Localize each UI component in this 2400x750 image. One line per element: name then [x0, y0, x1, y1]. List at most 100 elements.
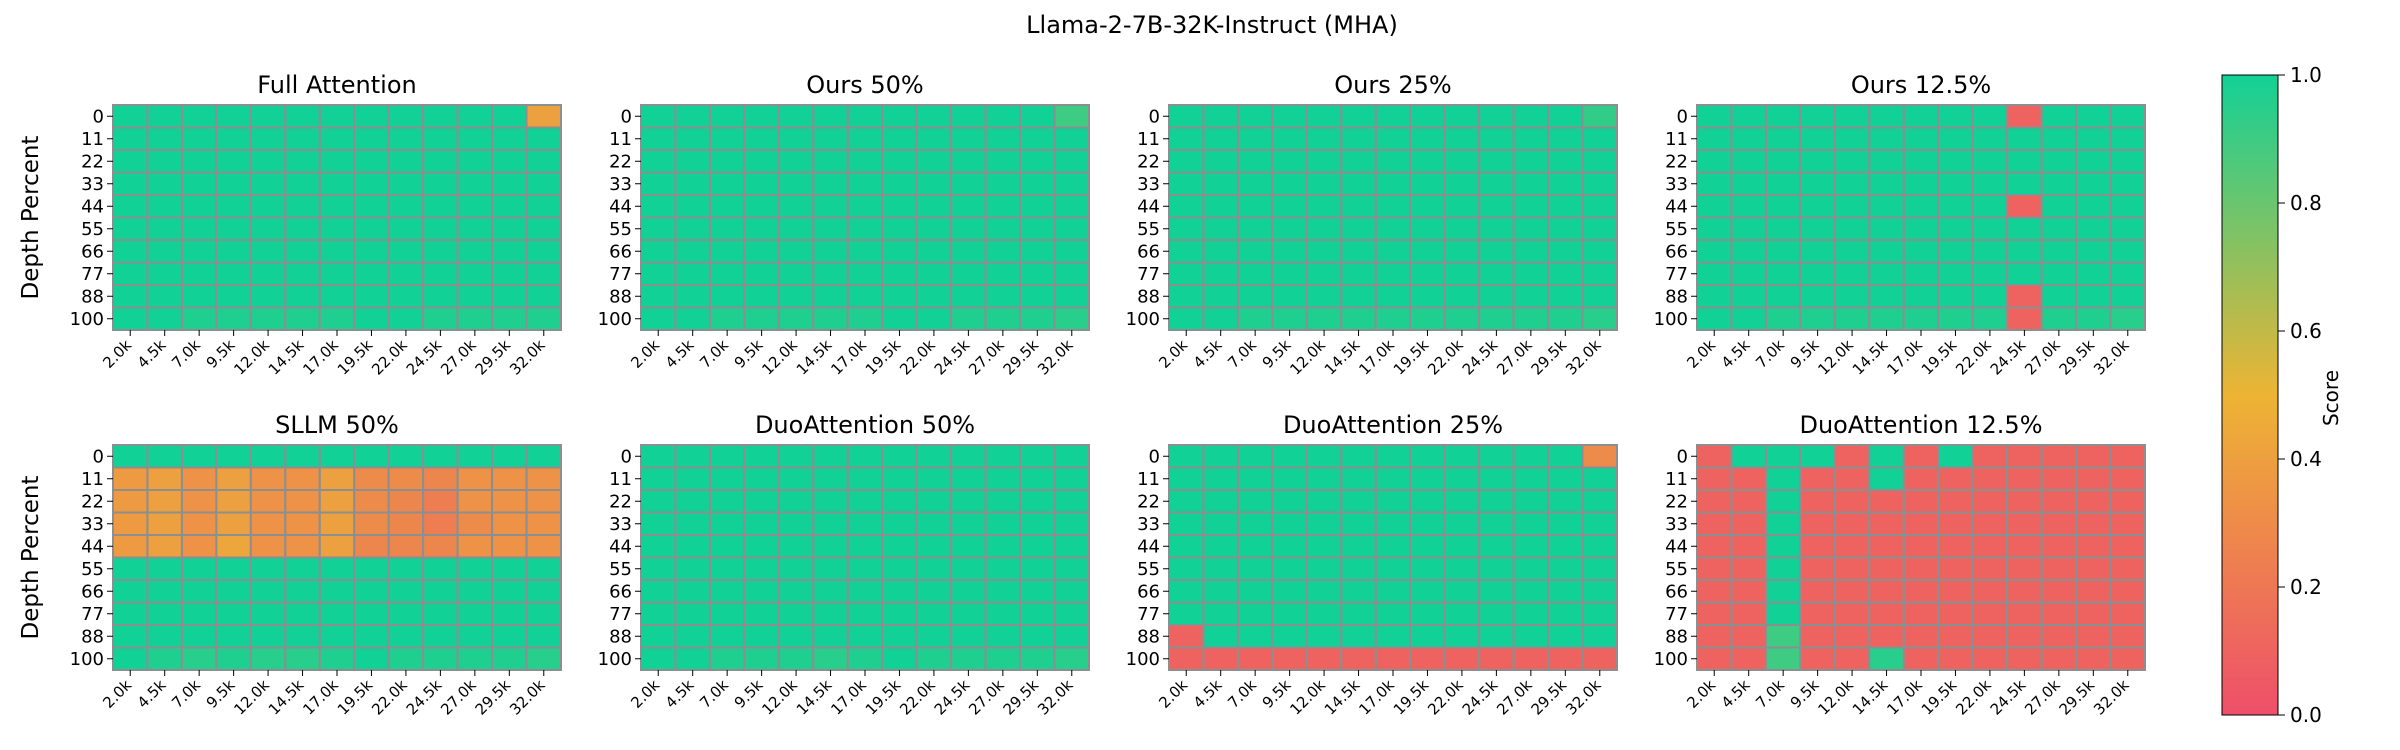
x-tick-label: 27.0k	[437, 336, 480, 379]
heatmap-cell	[491, 489, 528, 514]
heatmap-cell	[984, 624, 1022, 649]
heatmap-cell	[2075, 511, 2112, 536]
heatmap-cell	[146, 239, 183, 264]
heatmap-cell	[640, 171, 677, 196]
heatmap-cell	[1547, 579, 1584, 604]
heatmap-cell	[146, 104, 183, 129]
heatmap-cell	[1202, 466, 1239, 491]
heatmap-cell	[456, 216, 494, 241]
heatmap-cell	[640, 489, 677, 514]
x-tick-label: 27.0k	[2021, 336, 2064, 379]
heatmap-cell	[2075, 239, 2112, 264]
heatmap-cell	[1478, 194, 1515, 219]
heatmap-cell	[950, 466, 987, 491]
colorbar-tick-label: 0.6	[2290, 319, 2322, 343]
x-tick-label: 17.0k	[299, 676, 342, 719]
y-tick-label: 11	[81, 129, 104, 150]
heatmap-cell	[1409, 261, 1446, 286]
heatmap-cell	[215, 171, 252, 196]
heatmap-cell	[1340, 601, 1377, 626]
heatmap-cell	[1271, 239, 1308, 264]
heatmap-cell	[1271, 171, 1308, 196]
heatmap-cell	[525, 194, 562, 219]
heatmap-cell	[1202, 306, 1239, 331]
heatmap-cell	[1512, 104, 1550, 129]
x-tick-label: 22.0k	[1952, 336, 1995, 379]
heatmap-cell	[1512, 534, 1550, 559]
heatmap-cell	[525, 466, 562, 491]
heatmap-cell	[846, 646, 884, 671]
y-tick-label: 100	[1126, 649, 1160, 670]
x-tick-label: 24.5k	[931, 336, 974, 379]
heatmap-cell	[112, 511, 149, 536]
heatmap-cell	[456, 126, 494, 151]
heatmap-cell	[215, 126, 252, 151]
heatmap-cell	[1833, 466, 1871, 491]
heatmap-cell	[812, 194, 849, 219]
heatmap-cell	[881, 646, 918, 671]
x-tick-label: 19.5k	[1390, 676, 1433, 719]
heatmap-cell	[1868, 624, 1905, 649]
heatmap-cell	[984, 489, 1022, 514]
panel-title: DuoAttention 12.5%	[1799, 411, 2042, 439]
heatmap-cell	[1478, 284, 1515, 309]
x-tick-label: 29.5k	[1000, 336, 1043, 379]
heatmap-cell	[1696, 489, 1733, 514]
y-tick-label: 66	[609, 241, 632, 262]
heatmap-cell	[456, 646, 494, 671]
x-tick-label: 32.0k	[1034, 676, 1077, 719]
heatmap-cell	[353, 556, 390, 581]
x-tick-label: 19.5k	[1918, 676, 1961, 719]
y-tick-label: 88	[609, 626, 632, 647]
y-tick-label: 33	[1665, 174, 1688, 195]
heatmap-cell	[1340, 261, 1377, 286]
heatmap-cell	[2006, 149, 2043, 174]
colorbar-label: Score	[2319, 370, 2343, 426]
x-tick-label: 29.5k	[1528, 676, 1571, 719]
heatmap-cell	[1271, 579, 1308, 604]
heatmap-cell	[1937, 489, 1974, 514]
heatmap-cell	[1902, 306, 1940, 331]
heatmap-cell	[743, 466, 780, 491]
heatmap-cell	[146, 489, 183, 514]
heatmap-cell	[950, 171, 987, 196]
heatmap-cell	[387, 239, 425, 264]
heatmap-cell	[1902, 511, 1940, 536]
heatmap-cell	[1168, 194, 1205, 219]
heatmap-cell	[708, 511, 746, 536]
heatmap-cell	[708, 261, 746, 286]
heatmap-cell	[353, 261, 390, 286]
heatmap-cell	[1696, 194, 1733, 219]
y-tick-label: 66	[1137, 581, 1160, 602]
heatmap-cell	[1902, 261, 1940, 286]
heatmap-cell	[284, 284, 321, 309]
x-tick-label: 4.5k	[134, 336, 170, 372]
x-tick-label: 4.5k	[1190, 336, 1226, 372]
x-tick-label: 14.5k	[1321, 336, 1364, 379]
heatmap-cell	[491, 171, 528, 196]
heatmap-cell	[1696, 216, 1733, 241]
heatmap-cell	[2075, 194, 2112, 219]
heatmap-cell	[353, 126, 390, 151]
heatmap-cell	[1512, 171, 1550, 196]
heatmap-cell	[1443, 534, 1481, 559]
heatmap-cell	[249, 511, 287, 536]
heatmap-cell	[456, 624, 494, 649]
heatmap-cell	[1971, 261, 2009, 286]
heatmap-cell	[1202, 216, 1239, 241]
heatmap-cell	[2109, 489, 2147, 514]
heatmap-cell	[1168, 466, 1205, 491]
heatmap-cell	[777, 466, 815, 491]
heatmap-cell	[1202, 239, 1239, 264]
heatmap-cell	[777, 534, 815, 559]
x-tick-label: 19.5k	[862, 676, 905, 719]
heatmap-cell	[1764, 216, 1802, 241]
heatmap-cell	[1305, 601, 1343, 626]
heatmap-cell	[525, 556, 562, 581]
heatmap-cell	[456, 306, 494, 331]
heatmap-cell	[387, 306, 425, 331]
heatmap-cell	[1971, 126, 2009, 151]
heatmap-cell	[284, 171, 321, 196]
heatmap-cell	[881, 149, 918, 174]
heatmap-cell	[1053, 579, 1090, 604]
